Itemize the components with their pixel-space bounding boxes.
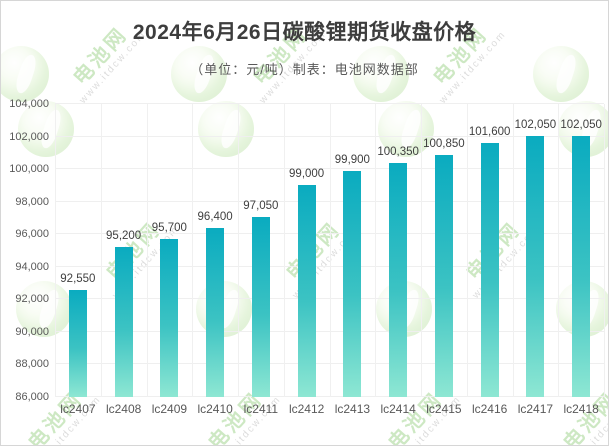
- v-gridline: [55, 104, 56, 397]
- v-gridline: [421, 104, 422, 397]
- x-axis-category-label: lc2418: [563, 402, 599, 416]
- bar-lc2415: [434, 155, 453, 397]
- y-axis-tick-label: 94,000: [15, 260, 49, 273]
- v-gridline: [192, 104, 194, 397]
- x-axis: lc2407 lc2408 lc2409 lc2410 lc2411 lc2412 lc24…: [55, 402, 604, 418]
- chart-subtitle: （单位：元/吨）制表：电池网数据部: [190, 62, 419, 77]
- v-gridline: [238, 104, 239, 397]
- v-gridline: [466, 104, 468, 397]
- y-axis-tick-label: 90,000: [15, 325, 49, 338]
- x-axis-category-label: lc2409: [151, 402, 188, 416]
- chart-title: 2024年6月26日碳酸锂期货收盘价格: [132, 21, 477, 44]
- x-axis-category-label: lc2412: [288, 402, 325, 416]
- bar-value-label: 95,700: [151, 222, 187, 235]
- y-axis-tick-label: 96,000: [15, 228, 49, 241]
- bar-value-label: 101,600: [468, 126, 511, 139]
- bar-lc2410: [206, 227, 225, 397]
- x-axis-category-label: lc2410: [197, 402, 233, 416]
- y-axis: 86,000 88,000 90,000 92,000 94,000 96,000 98,0…: [1, 98, 49, 403]
- x-axis-category-label: lc2417: [517, 402, 554, 416]
- v-gridline: [100, 104, 102, 397]
- x-axis-category-label: lc2416: [471, 402, 508, 416]
- bar-lc2409: [160, 239, 179, 397]
- x-axis-category-label: lc2414: [380, 402, 416, 416]
- y-axis-tick-label: 88,000: [15, 358, 49, 371]
- bar-value-label: 96,400: [197, 210, 233, 223]
- bar-lc2418: [572, 135, 591, 397]
- bar-lc2411: [251, 217, 270, 397]
- plot-area: 92,550 95,200 95,700 96,400 97,050 99,000 99,9…: [55, 103, 605, 397]
- bar-lc2407: [68, 290, 87, 397]
- bar-value-label: 92,550: [60, 273, 96, 286]
- bar-value-label: 100,350: [377, 146, 419, 159]
- v-gridline: [146, 104, 148, 397]
- bar-lc2413: [343, 170, 362, 397]
- v-gridline: [604, 104, 605, 397]
- y-axis-tick-label: 104,000: [9, 98, 49, 110]
- x-axis-category-label: lc2411: [243, 402, 279, 416]
- v-gridline: [558, 104, 560, 397]
- x-axis-category-label: lc2413: [334, 402, 371, 416]
- y-axis-tick-label: 102,000: [9, 130, 49, 143]
- bar-value-label: 99,000: [289, 168, 325, 181]
- v-gridline: [283, 104, 285, 397]
- bar-value-label: 95,200: [106, 230, 142, 243]
- bar-lc2414: [389, 163, 408, 397]
- v-gridline: [329, 104, 331, 397]
- y-axis-tick-label: 86,000: [15, 391, 49, 403]
- bar-value-label: 102,050: [560, 118, 602, 131]
- x-axis-category-label: lc2408: [105, 402, 142, 416]
- bar-lc2416: [480, 143, 499, 397]
- v-gridline: [512, 104, 514, 397]
- bar-lc2412: [297, 185, 316, 397]
- y-axis-tick-label: 92,000: [15, 293, 49, 306]
- bar-value-label: 102,050: [514, 118, 557, 131]
- y-axis-tick-label: 100,000: [9, 163, 49, 176]
- y-axis-tick-label: 98,000: [15, 195, 49, 208]
- v-gridline: [375, 104, 377, 397]
- bar-value-label: 97,050: [243, 200, 279, 213]
- bar-lc2417: [526, 135, 545, 397]
- h-gridline: [55, 103, 604, 104]
- bar-value-label: 100,850: [423, 138, 465, 151]
- bar-lc2408: [114, 247, 133, 397]
- x-axis-category-label: lc2415: [426, 402, 462, 416]
- x-axis-category-label: lc2407: [60, 402, 96, 416]
- bar-value-label: 99,900: [334, 153, 370, 166]
